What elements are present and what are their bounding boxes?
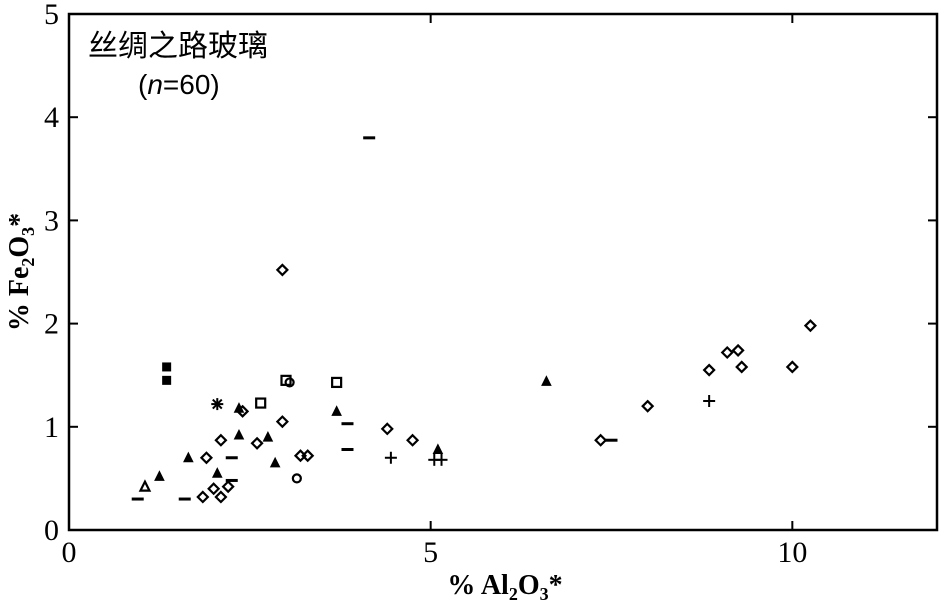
point-diamond	[785, 360, 799, 374]
subtitle-open: (	[138, 69, 148, 100]
chart-title: 丝绸之路玻璃	[88, 29, 268, 64]
point-plus	[384, 451, 397, 464]
point-filled-triangle	[233, 428, 245, 440]
point-diamond	[250, 436, 264, 450]
y-label-prefix: % Fe	[4, 267, 35, 332]
point-square	[331, 376, 343, 389]
y-label-sub1: 2	[18, 258, 38, 267]
x-label-sub1: 2	[509, 584, 518, 601]
y-tick-label: 1	[44, 411, 59, 444]
point-diamond	[380, 422, 394, 436]
axis-ticks	[68, 13, 937, 531]
y-tick-label: 5	[44, 0, 59, 31]
y-tick-label: 0	[44, 514, 59, 547]
x-label-suffix: *	[549, 570, 563, 601]
chart-subtitle: (n=60)	[138, 69, 220, 100]
plot-frame	[67, 12, 939, 532]
point-diamond	[641, 399, 655, 413]
x-tick-label: 0	[62, 536, 77, 569]
point-filled-triangle	[211, 467, 223, 478]
point-plus	[703, 395, 716, 407]
point-diamond	[196, 490, 210, 504]
x-axis-label: % Al2O3*	[447, 570, 562, 601]
point-square	[255, 397, 267, 409]
point-filled-triangle	[541, 375, 552, 386]
point-filled-square	[162, 362, 172, 372]
point-filled-square	[162, 375, 172, 385]
point-filled-triangle	[233, 402, 245, 413]
point-diamond	[214, 490, 228, 504]
point-filled-triangle	[183, 451, 194, 463]
point-diamond	[735, 360, 749, 374]
point-circle	[291, 473, 302, 484]
point-filled-triangle	[154, 470, 165, 481]
y-label-sub2: 3	[18, 227, 38, 236]
y-label-suffix: *	[4, 213, 35, 227]
point-filled-triangle	[432, 443, 444, 455]
x-label-prefix: % Al	[447, 570, 509, 601]
point-diamond	[207, 482, 221, 496]
point-filled-triangle	[262, 431, 274, 442]
point-filled-triangle	[331, 405, 342, 416]
point-diamond	[214, 433, 228, 447]
y-tick-label: 3	[44, 204, 59, 237]
point-diamond	[275, 263, 289, 277]
y-tick-label: 2	[44, 308, 59, 341]
point-diamond	[301, 449, 315, 463]
point-diamond	[594, 433, 608, 447]
y-axis-label: % Fe2O3*	[4, 213, 38, 331]
point-diamond	[406, 433, 420, 447]
point-diamond	[720, 345, 734, 360]
point-plus	[435, 453, 448, 466]
x-label-mid: O	[518, 570, 540, 601]
y-label-mid: O	[4, 236, 35, 258]
point-diamond	[702, 363, 716, 377]
subtitle-value: =60)	[163, 69, 220, 100]
x-tick-label: 5	[423, 536, 438, 569]
point-filled-triangle	[269, 456, 281, 468]
point-diamond	[731, 343, 745, 357]
point-diamond	[199, 451, 213, 465]
tick-labels: 0 5 10 0 1 2 3 4 5	[44, 0, 807, 569]
point-triangle	[138, 479, 152, 492]
point-diamond	[275, 415, 289, 429]
y-tick-label: 4	[44, 101, 59, 134]
point-diamond	[221, 480, 235, 494]
point-diamond	[803, 319, 817, 333]
data-markers	[131, 136, 817, 504]
x-label-sub2: 3	[540, 584, 549, 601]
point-asterisk	[211, 398, 224, 411]
subtitle-variable: n	[147, 69, 163, 100]
point-square	[280, 374, 292, 386]
x-tick-label: 10	[777, 536, 807, 569]
